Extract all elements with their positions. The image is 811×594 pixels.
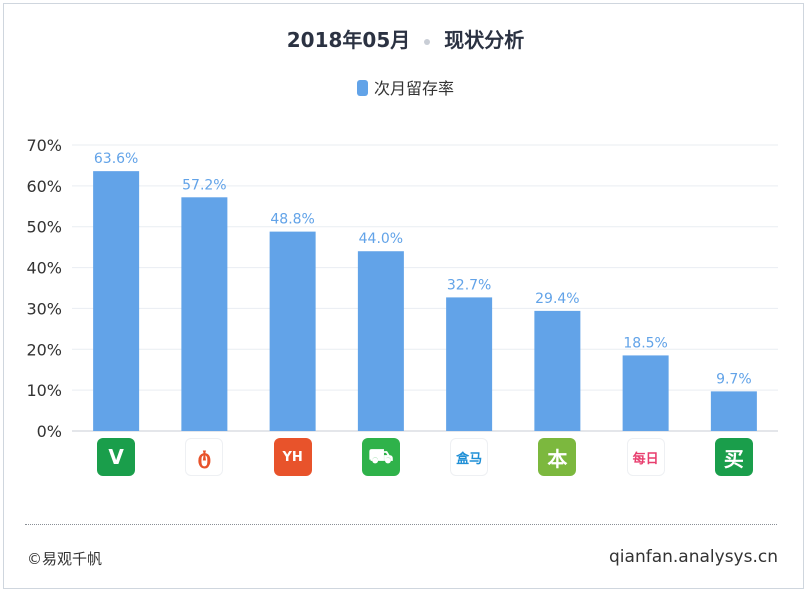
y-tick-label: 0% [37, 422, 62, 441]
legend-swatch [356, 80, 368, 96]
bar [357, 251, 404, 431]
y-tick-label: 20% [26, 340, 62, 359]
data-label: 44.0% [359, 231, 403, 247]
data-label: 48.8% [270, 212, 314, 228]
drop-app-icon: ტ [185, 438, 224, 476]
data-label: 63.6% [94, 151, 138, 167]
data-label: 32.7% [447, 277, 491, 293]
bar [269, 231, 316, 431]
daily-app-icon: 每日 [626, 438, 665, 476]
legend-label: 次月留存率 [373, 79, 454, 98]
title-subtitle: 现状分析 [444, 28, 525, 52]
fruit-app-icon: V [97, 438, 136, 476]
data-label: 29.4% [535, 291, 579, 307]
footer-brand: ©易观千帆 [27, 550, 103, 568]
bar [710, 391, 757, 431]
y-tick-label: 70% [26, 136, 62, 155]
ben-app-icon: 本 [538, 438, 577, 476]
title-date: 2018年05月 [286, 28, 411, 52]
y-tick-label: 10% [26, 381, 62, 400]
y-tick-label: 50% [26, 218, 62, 237]
footer-url[interactable]: qianfan.analysys.cn [609, 547, 778, 567]
mai-app-icon: 买 [714, 438, 753, 476]
bar [622, 355, 669, 431]
y-tick-label: 60% [26, 177, 62, 196]
bar [181, 197, 228, 431]
data-label: 18.5% [623, 335, 667, 351]
bar [446, 297, 493, 431]
data-label: 9.7% [716, 371, 752, 387]
footer-divider [25, 524, 777, 525]
cart-app-icon: ⛟ [361, 438, 400, 476]
data-label: 57.2% [182, 177, 226, 193]
bar [534, 310, 581, 431]
chart-title: 2018年05月 现状分析 [0, 24, 811, 53]
title-separator-dot [424, 38, 431, 45]
chart-legend[interactable]: 次月留存率 [0, 75, 811, 99]
y-tick-label: 40% [26, 259, 62, 278]
y-tick-label: 30% [26, 299, 62, 318]
yh-app-icon: YH [273, 438, 312, 476]
bar [93, 171, 140, 432]
hema-app-icon: 盒马 [450, 438, 489, 476]
